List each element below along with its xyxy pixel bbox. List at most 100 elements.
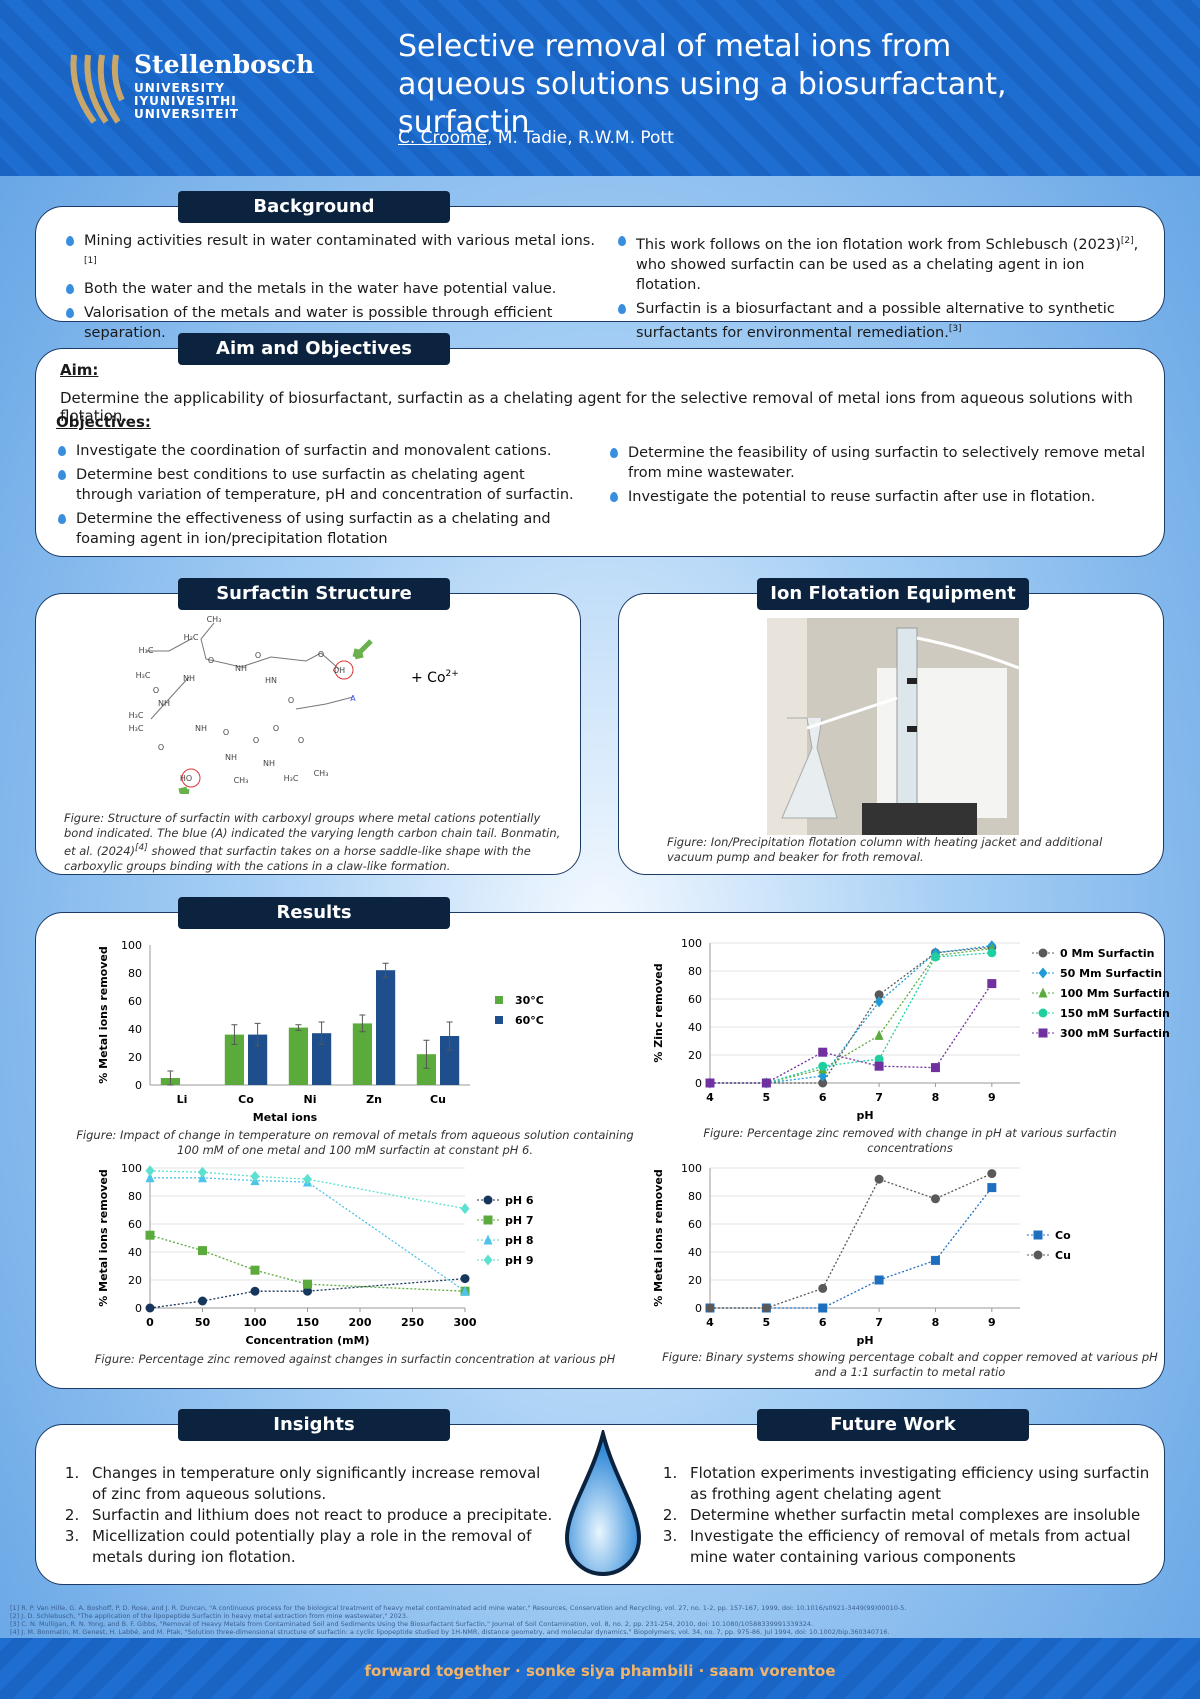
marker (250, 1170, 260, 1182)
equipment-panel: Figure: Ion/Precipitation flotation colu… (618, 593, 1164, 875)
series-line (710, 947, 992, 1084)
logo-line: UNIVERSITY (134, 81, 225, 95)
bond (200, 622, 340, 670)
marker (818, 1047, 828, 1057)
error-bar (446, 1021, 453, 1051)
equipment-photo (767, 618, 1019, 835)
chart: 0 20 40 60 80 100 % Metal ions removed pH Co Cu 4 5… (652, 1162, 1071, 1347)
series-line (149, 1234, 466, 1292)
logo-name: Stellenbosch (134, 50, 315, 79)
text: Figure: Structure of surfactin with carb… (64, 811, 561, 858)
atom-label: H₃C (184, 633, 199, 642)
figure-caption: Figure: Impact of change in temperature … (76, 1128, 634, 1157)
future-item: Flotation experiments investigating effi… (682, 1463, 1154, 1505)
section-title: Background (178, 191, 450, 223)
legend-label: pH 7 (505, 1214, 534, 1227)
atom-label: A (350, 694, 356, 703)
x-axis-label: Metal ions (253, 1111, 318, 1124)
bullet: Determine the effectiveness of using sur… (54, 509, 584, 549)
water-drop (564, 1430, 642, 1576)
ion-charge: 2+ (446, 669, 459, 679)
figure-caption: Figure: Percentage zinc removed with cha… (703, 1126, 1117, 1155)
x-tick-label: 250 (401, 1316, 424, 1329)
text: Mining activities result in water contam… (84, 233, 595, 249)
marker (987, 1183, 997, 1193)
error-bar (318, 1021, 325, 1045)
marker (1033, 1250, 1043, 1260)
y-axis-label: % Zinc removed (652, 963, 665, 1062)
error-bar (231, 1024, 238, 1045)
y-axis-label: % Metal ions removed (97, 946, 110, 1083)
error-bar (423, 1039, 430, 1069)
marker (930, 1063, 940, 1073)
metal-ion: + Co2+ (411, 669, 459, 686)
future-item: Determine whether surfactin metal comple… (682, 1505, 1154, 1526)
y-tick-label: 60 (688, 1218, 702, 1231)
marker (874, 996, 884, 1008)
marker (198, 1246, 207, 1256)
bar (248, 1034, 268, 1085)
logo-lines: UNIVERSITY IYUNIVESITHI UNIVERSITEIT (134, 82, 239, 121)
y-tick-label: 40 (688, 1246, 702, 1259)
reference: [1] R. P. Van Hille, G. A. Boshoff, P. D… (10, 1604, 907, 1612)
poster-title: Selective removal of metal ions from aqu… (398, 29, 1007, 140)
y-tick-label: 20 (128, 1274, 142, 1287)
x-axis-label: pH (856, 1334, 873, 1347)
atom-label: NH (263, 759, 275, 768)
bond (295, 696, 354, 710)
legend-swatch (495, 1016, 503, 1024)
x-tick-label: Zn (366, 1093, 382, 1106)
x-tick-label: 5 (763, 1091, 771, 1104)
x-tick-label: 4 (706, 1091, 714, 1104)
aim-panel: Aim: Determine the applicability of bios… (35, 348, 1165, 557)
y-tick-label: 100 (121, 939, 142, 952)
bar (376, 970, 396, 1085)
marker (930, 1194, 940, 1204)
series-line (710, 952, 992, 1084)
text: Determine the effectiveness of using sur… (76, 511, 551, 547)
marker (761, 1078, 771, 1088)
atom-label: O (208, 656, 214, 665)
aim-text: Determine the applicability of biosurfac… (60, 389, 1133, 425)
x-tick-label: 9 (988, 1091, 996, 1104)
text: Investigate the potential to reuse surfa… (628, 489, 1096, 505)
section-title: Insights (178, 1409, 450, 1441)
y-tick-label: 60 (688, 993, 702, 1006)
y-tick-label: 0 (695, 1077, 702, 1090)
arrow (178, 786, 190, 794)
y-tick-label: 40 (688, 1021, 702, 1034)
figure-caption: Figure: Ion/Precipitation flotation colu… (667, 835, 1103, 864)
atom-label: HN (265, 676, 277, 685)
insight: Changes in temperature only significantl… (84, 1463, 556, 1505)
legend-label: Co (1055, 1229, 1071, 1242)
bullet: This work follows on the ion flotation w… (614, 231, 1154, 295)
marker (874, 1174, 884, 1184)
chart: 0 20 40 60 80 100 % Zinc removed pH 0 Mm Surfact… (652, 937, 1170, 1122)
chart: 0 20 40 60 80 100 % Metal ions removed Metal io… (97, 939, 544, 1124)
section-title: Ion Flotation Equipment (757, 578, 1029, 610)
authors: C. Croome, M. Tadie, R.W.M. Pott (398, 128, 674, 148)
insights-list: Changes in temperature only significantl… (36, 1463, 556, 1568)
citation: [1] (84, 256, 97, 266)
legend-swatch (495, 996, 503, 1004)
x-tick-label: Ni (304, 1093, 317, 1106)
marker (705, 1078, 715, 1088)
bar (440, 1036, 460, 1085)
atom-label: CH₃ (234, 776, 249, 785)
atom-label: OH (333, 666, 345, 675)
bullet: Investigate the potential to reuse surfa… (606, 487, 1151, 507)
atom-label: O (158, 743, 164, 752)
section-title: Results (178, 897, 450, 929)
series-line (710, 983, 993, 1084)
insight: Micellization could potentially play a r… (84, 1526, 556, 1568)
atom-label: O (288, 696, 294, 705)
bullet: Investigate the coordination of surfacti… (54, 441, 584, 461)
marker (1038, 987, 1048, 998)
y-tick-label: 100 (681, 1162, 702, 1175)
atom-label: H₃C (129, 711, 144, 720)
marker (145, 1165, 155, 1177)
error-bar (167, 1070, 174, 1086)
x-tick-label: 6 (819, 1316, 827, 1329)
x-axis-label: Concentration (mM) (245, 1334, 369, 1347)
